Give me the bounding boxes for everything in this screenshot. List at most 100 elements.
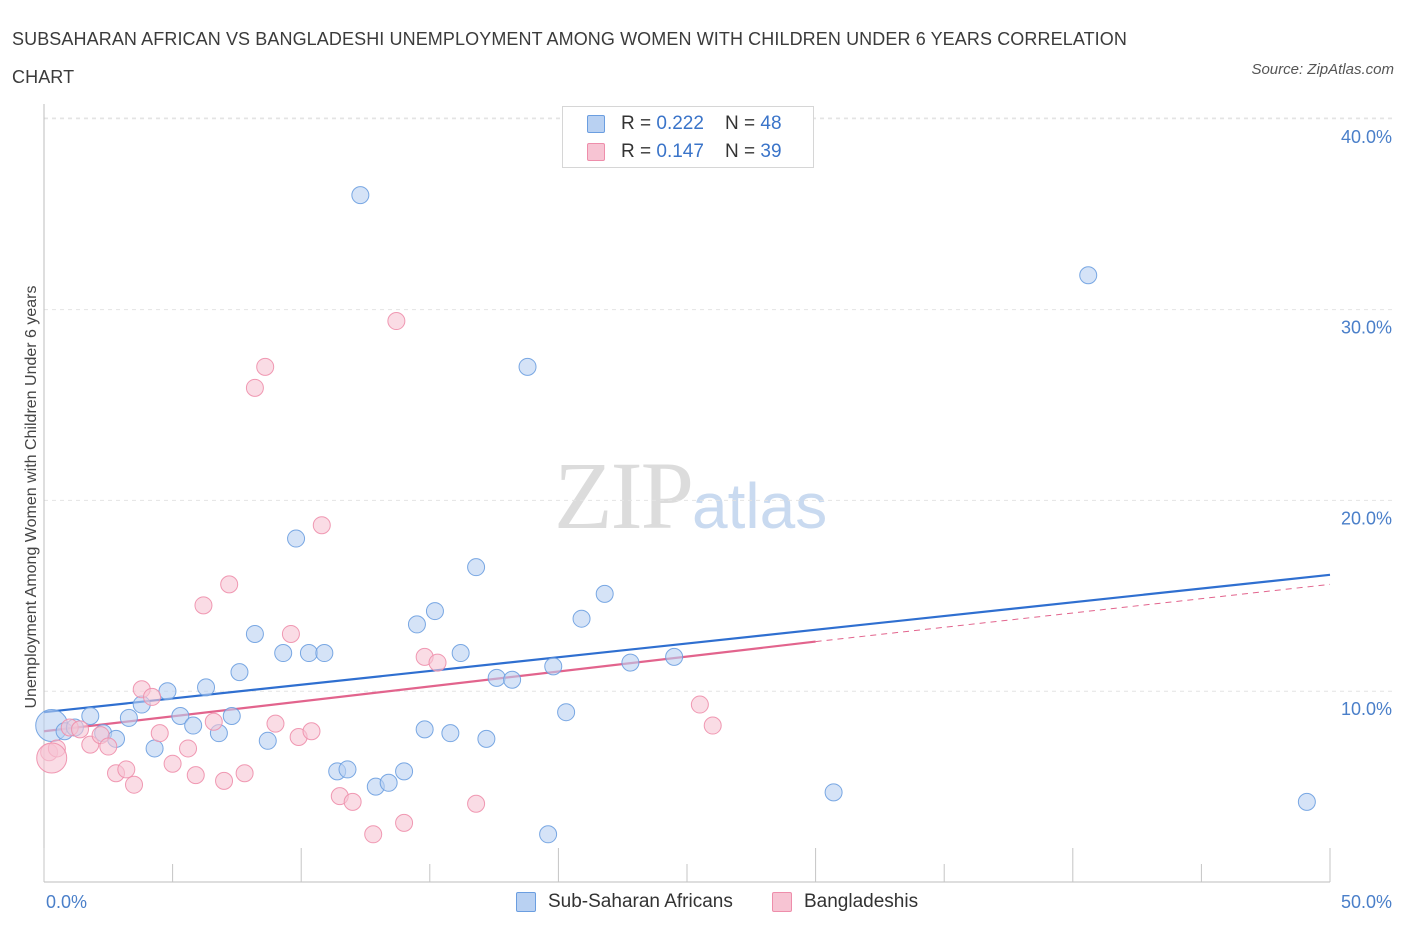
point-sub-saharan-3: [81, 707, 100, 726]
point-sub-saharan-26: [379, 773, 398, 792]
n-value: 39: [760, 141, 782, 162]
point-sub-saharan-44: [665, 647, 684, 666]
y-tick-label-1: 20.0%: [1341, 508, 1392, 528]
point-sub-saharan-32: [451, 644, 470, 663]
point-sub-saharan-12: [197, 678, 216, 697]
point-sub-saharan-36: [503, 670, 522, 689]
correlation-legend: R = 0.222 N = 48 R = 0.147 N = 39: [562, 106, 814, 168]
point-sub-saharan-45: [824, 783, 843, 802]
point-sub-saharan-23: [338, 760, 357, 779]
trend-lines: [43, 573, 1331, 733]
point-bangladeshi-35: [467, 794, 486, 813]
point-sub-saharan-11: [184, 716, 203, 735]
point-sub-saharan-10: [171, 707, 190, 726]
point-bangladeshi-11: [143, 687, 162, 706]
point-sub-saharan-19: [287, 529, 306, 548]
point-sub-saharan-6: [119, 708, 138, 727]
watermark-zip: ZIP: [554, 442, 694, 549]
y-tick-label-3: 40.0%: [1341, 127, 1392, 147]
point-sub-saharan-27: [395, 762, 414, 781]
legend-swatch-pink: [772, 892, 792, 912]
point-sub-saharan-34: [477, 729, 496, 748]
point-bangladeshi-27: [312, 516, 331, 535]
point-sub-saharan-14: [222, 707, 241, 726]
y-axis-label: Unemployment Among Women with Children U…: [23, 285, 40, 708]
point-bangladeshi-37: [703, 716, 722, 735]
point-sub-saharan-9: [158, 682, 177, 701]
point-bangladeshi-9: [125, 775, 144, 794]
point-sub-saharan-42: [595, 584, 614, 603]
point-sub-saharan-46: [1079, 266, 1098, 285]
legend-swatch-pink: [587, 143, 605, 161]
point-bangladeshi-31: [387, 312, 406, 331]
r-value: 0.222: [656, 113, 704, 134]
tick-labels: 10.0% 20.0% 30.0% 40.0% 0.0% 50.0%: [46, 127, 1392, 912]
point-bangladeshi-36: [690, 695, 709, 714]
point-sub-saharan-17: [258, 731, 277, 750]
point-bangladeshi-30: [364, 825, 383, 844]
n-label: N =: [725, 113, 761, 134]
point-sub-saharan-37: [518, 357, 537, 376]
point-sub-saharan-8: [145, 739, 164, 758]
point-sub-saharan-35: [487, 668, 506, 687]
point-sub-saharan-24: [351, 186, 370, 205]
point-bangladeshi-38: [36, 742, 68, 774]
point-sub-saharan-16: [245, 624, 264, 643]
point-sub-saharan-39: [544, 657, 563, 676]
point-bangladeshi-29: [343, 792, 362, 811]
point-sub-saharan-38: [539, 825, 558, 844]
data-points: [35, 186, 1316, 844]
axes: [43, 104, 1331, 883]
watermark-atlas: atlas: [692, 470, 828, 542]
series-legend: Sub-Saharan Africans Bangladeshis: [0, 889, 1406, 917]
r-label: R =: [621, 113, 657, 134]
point-sub-saharan-47: [1297, 792, 1316, 811]
y-tick-label-0: 10.0%: [1341, 699, 1392, 719]
legend-swatch-blue: [516, 892, 536, 912]
source-label: Source: ZipAtlas.com: [1251, 61, 1394, 78]
point-bangladeshi-34: [428, 653, 447, 672]
point-sub-saharan-43: [621, 653, 640, 672]
point-sub-saharan-41: [572, 609, 591, 628]
point-bangladeshi-12: [150, 724, 169, 743]
legend-label: Bangladeshis: [804, 891, 919, 912]
trend-line-sub-saharan: [43, 573, 1331, 714]
point-sub-saharan-29: [415, 720, 434, 739]
point-bangladeshi-17: [204, 712, 223, 731]
point-bangladeshi-20: [235, 764, 254, 783]
r-value: 0.147: [656, 141, 704, 162]
point-sub-saharan-30: [425, 602, 444, 621]
point-sub-saharan-28: [407, 615, 426, 634]
n-label: N =: [725, 141, 761, 162]
point-bangladeshi-15: [186, 766, 205, 785]
trend-line-bangladeshi-extension: [815, 583, 1331, 643]
point-sub-saharan-21: [315, 644, 334, 663]
point-sub-saharan-31: [441, 724, 460, 743]
point-bangladeshi-8: [117, 760, 136, 779]
x-tick-label-0: 0.0%: [46, 892, 87, 912]
point-bangladeshi-18: [215, 771, 234, 790]
point-bangladeshi-3: [71, 720, 90, 739]
chart-title: SUBSAHARAN AFRICAN VS BANGLADESHI UNEMPL…: [12, 29, 1127, 87]
point-bangladeshi-6: [99, 737, 118, 756]
watermark: ZIPatlas: [554, 440, 827, 551]
point-bangladeshi-32: [395, 813, 414, 832]
point-bangladeshi-21: [245, 378, 264, 397]
point-bangladeshi-16: [194, 596, 213, 615]
point-sub-saharan-18: [274, 644, 293, 663]
point-bangladeshi-19: [220, 575, 239, 594]
n-value: 48: [760, 113, 782, 134]
y-tick-label-2: 30.0%: [1341, 318, 1392, 338]
legend-label: Sub-Saharan Africans: [548, 891, 733, 912]
point-bangladeshi-22: [256, 357, 275, 376]
point-bangladeshi-13: [163, 754, 182, 773]
point-bangladeshi-14: [179, 739, 198, 758]
x-tick-label-1: 50.0%: [1341, 892, 1392, 912]
point-sub-saharan-15: [230, 663, 249, 682]
point-bangladeshi-23: [266, 714, 285, 733]
grid-lines: [44, 117, 1392, 692]
legend-swatch-blue: [587, 115, 605, 133]
point-sub-saharan-40: [557, 703, 576, 722]
r-label: R =: [621, 141, 657, 162]
point-bangladeshi-26: [302, 722, 321, 741]
